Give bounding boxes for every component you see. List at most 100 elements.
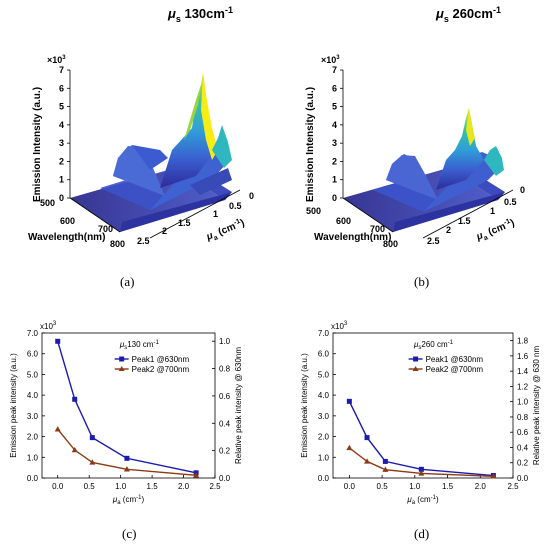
panel-c-y2tick-label: 0.2	[219, 447, 231, 456]
panel-b-ztick-label: 5	[332, 102, 337, 112]
panel-a-ztick-label: 0	[59, 193, 64, 203]
panel-b-wl-axis	[342, 197, 394, 233]
panel-a-mua-tick-15: 1.5	[178, 218, 191, 228]
panel-d-xlabel: μa (cm-1)	[406, 495, 439, 506]
panel-d-ytick-label: 3.0	[318, 412, 330, 421]
panel-a-zlabel: Emission Intensity (a.u.)	[32, 87, 43, 202]
panel-a-ztick-label: 2	[59, 156, 64, 166]
panel-a-wl-label: Wavelength(nm)	[28, 232, 105, 243]
panel-a-ztick-label: 7	[59, 65, 64, 75]
panel-d-point-peak1	[382, 458, 388, 464]
panel-c-legend-marker-2	[118, 366, 125, 371]
panel-d-y2tick-label: 1.6	[517, 352, 529, 361]
panel-b-mua-tick-1: 1	[490, 206, 495, 216]
panel-a-label: (a)	[120, 274, 134, 289]
panel-c-point-peak1	[55, 338, 61, 344]
panel-b-ztick-label: 6	[332, 83, 337, 93]
panel-b-wl-tick-600: 600	[336, 216, 351, 226]
panel-d-xtick-label: 0.5	[377, 482, 389, 491]
panel-d-ytick-label: 7.0	[318, 329, 330, 338]
panel-d-ytick-label: 6.0	[318, 350, 330, 359]
panel-b-ztick-label: 3	[332, 138, 337, 148]
panel-d-point-peak2	[490, 473, 497, 479]
panel-b-mua-tick-25: 2.5	[427, 236, 440, 246]
panel-d-y2tick-label: 1.2	[517, 382, 529, 391]
panel-b-ztick-label: 0	[332, 193, 337, 203]
panel-c-y2tick-label: 1.0	[219, 337, 231, 346]
panel-d-xtick-label: 1.5	[442, 482, 454, 491]
panel-d-ytick-label: 0.0	[318, 474, 330, 483]
panel-c-legend-label-1: Peak1 @630nm	[132, 355, 190, 364]
panel-d-y2tick-label: 0.4	[517, 443, 529, 452]
panel-c-y2tick-label: 0.4	[219, 419, 231, 428]
panel-a-zscale-label: ×103	[47, 55, 66, 65]
panel-c-ytick-label: 4.0	[27, 391, 39, 400]
panel-a-title: μs 130cm-1	[167, 5, 233, 24]
panel-d-series-line-1	[348, 401, 494, 477]
panel-d-y2tick-label: 0.8	[517, 413, 529, 422]
panel-d-point-peak2	[418, 470, 425, 476]
panel-c-xlabel: μa (cm-1)	[112, 495, 145, 506]
panel-d-line-chart: 0.0 0.5 1.0 1.5 2.0 2.50.01.02.03.04.05.06.07…	[300, 321, 541, 506]
panel-c-xtick-label: 0.0	[52, 482, 64, 491]
panel-b-title: μs 260cm-1	[435, 5, 501, 24]
panel-c-plot-frame	[41, 332, 216, 479]
panel-d-point-peak2	[346, 444, 353, 451]
panel-b-mua-tick-15: 1.5	[458, 216, 471, 226]
panel-b-label: (b)	[414, 274, 429, 289]
panel-a-mua-tick-2: 2	[162, 226, 167, 236]
panel-c-xtick-label: 2.5	[209, 482, 221, 491]
panel-c-scale-label: x103	[40, 321, 57, 331]
panel-a-wl-tick-500: 500	[40, 198, 55, 208]
panel-c-ytick-label: 6.0	[27, 350, 39, 359]
panel-c-point-peak2	[123, 466, 130, 472]
panel-b-wl-tick-500: 500	[306, 206, 321, 216]
panel-c-y2tick-label: 0.0	[219, 474, 231, 483]
panel-c-xtick-label: 0.5	[84, 482, 96, 491]
panel-d-point-peak2	[364, 458, 371, 464]
panel-b-mua-label: μa (cm-1)	[474, 217, 517, 245]
panel-d-legend-label-2: Peak2 @700nm	[426, 365, 484, 374]
panel-c-ytick-label: 5.0	[27, 370, 39, 379]
panel-d-label: (d)	[414, 526, 429, 541]
panel-a-wl-tick-600: 600	[60, 216, 75, 226]
panel-b-zscale-label: ×103	[321, 55, 340, 65]
panel-d-xtick-label: 2.0	[475, 482, 487, 491]
panel-c-point-peak1	[124, 455, 130, 461]
panel-d-xtick-label: 0.0	[344, 482, 356, 491]
panel-b-ztick-label: 1	[332, 175, 337, 185]
panel-d-point-peak1	[364, 435, 370, 441]
panel-d-ytick-label: 5.0	[318, 370, 330, 379]
panel-b-ztick-label: 7	[332, 65, 337, 75]
panel-b-mua-tick-0: 0	[520, 185, 525, 195]
panel-d-scale-label: x103	[331, 321, 348, 331]
panel-c-ytick-label: 7.0	[27, 329, 39, 338]
panel-d-ytick-label: 4.0	[318, 391, 330, 400]
panel-c-ytick-label: 2.0	[27, 433, 39, 442]
panel-c-point-peak1	[89, 435, 95, 441]
panel-d-y2tick-label: 0.6	[517, 428, 529, 437]
panel-b-surface	[343, 108, 505, 232]
panel-d-legend-title: μs260 cm-1	[413, 340, 454, 351]
panel-c-ylabel: Emission peak intensity (a.u.)	[9, 353, 18, 458]
panel-c-y2tick-label: 0.6	[219, 392, 231, 401]
panel-d-y2tick-label: 0.2	[517, 459, 529, 468]
panel-d-plot-frame	[332, 332, 514, 479]
panel-a-surface	[70, 72, 232, 232]
panel-c-ytick-label: 3.0	[27, 412, 39, 421]
panel-c-xtick-label: 1.5	[147, 482, 159, 491]
panel-c-legend-title: μs130 cm-1	[119, 340, 160, 351]
panel-d-xtick-label: 2.5	[507, 482, 519, 491]
panel-a-mua-tick-1: 1	[213, 209, 218, 219]
panel-a-mua-label: μa (cm-1)	[204, 217, 247, 245]
panel-d-xtick-label: 1.0	[409, 482, 421, 491]
panel-b-surface-plot: μs 260cm-1 ×103 0 1 2 3 4 5 6 7 Emission Intens…	[305, 5, 525, 289]
panel-d-y2tick-label: 1.4	[517, 367, 529, 376]
panel-c-xtick-label: 1.0	[115, 482, 127, 491]
panel-b-ztick-label: 2	[332, 156, 337, 166]
panel-a-wl-tick-700: 700	[98, 224, 113, 234]
panel-d-y2tick-label: 0.0	[517, 474, 529, 483]
panel-d-legend-marker-1	[413, 356, 419, 362]
panel-b-wl-tick-700: 700	[370, 224, 385, 234]
